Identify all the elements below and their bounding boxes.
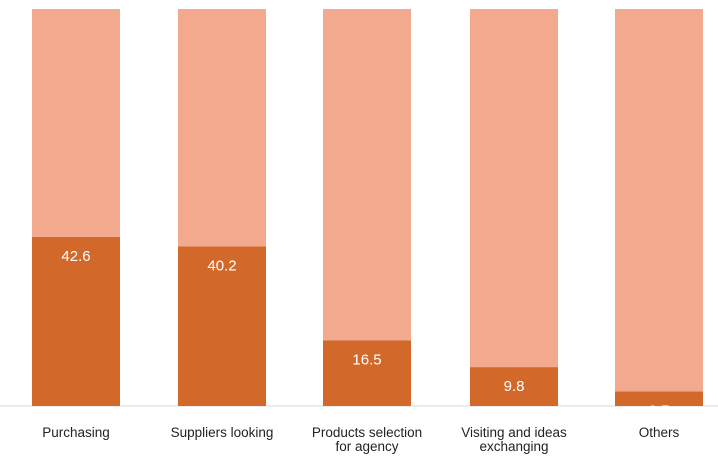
category-label-line: for agency: [335, 439, 398, 454]
category-label: Visiting and ideas exchanging: [461, 425, 567, 454]
bar-segment-value: [32, 236, 120, 406]
data-label: 9.8: [504, 378, 525, 395]
bar-segment-value: [615, 391, 703, 406]
bar-segment-remainder: [470, 9, 558, 368]
bar-segment-value: [178, 246, 266, 406]
bar-segment-value: [470, 367, 558, 406]
category-label: Purchasing: [42, 425, 110, 440]
bar-segment-remainder: [32, 9, 120, 237]
category-label-line: Visiting and ideas: [461, 425, 567, 440]
data-label: 16.5: [352, 351, 381, 368]
category-label-line: Others: [639, 425, 680, 440]
category-label: Products selection for agency: [312, 425, 422, 454]
category-label-line: Suppliers looking: [171, 425, 274, 440]
bar-segment-remainder: [323, 9, 411, 341]
data-label: 42.6: [61, 248, 90, 265]
category-label-line: Purchasing: [42, 425, 110, 440]
bar-segment-remainder: [615, 9, 703, 392]
category-label: Suppliers looking: [171, 425, 274, 440]
category-label-line: Products selection: [312, 425, 422, 440]
data-label: 3.7: [649, 402, 670, 419]
category-label-line: exchanging: [479, 439, 548, 454]
bar-segment-value: [323, 340, 411, 406]
data-label: 40.2: [207, 257, 236, 274]
category-label: Others: [639, 425, 680, 440]
bar-segment-remainder: [178, 9, 266, 247]
